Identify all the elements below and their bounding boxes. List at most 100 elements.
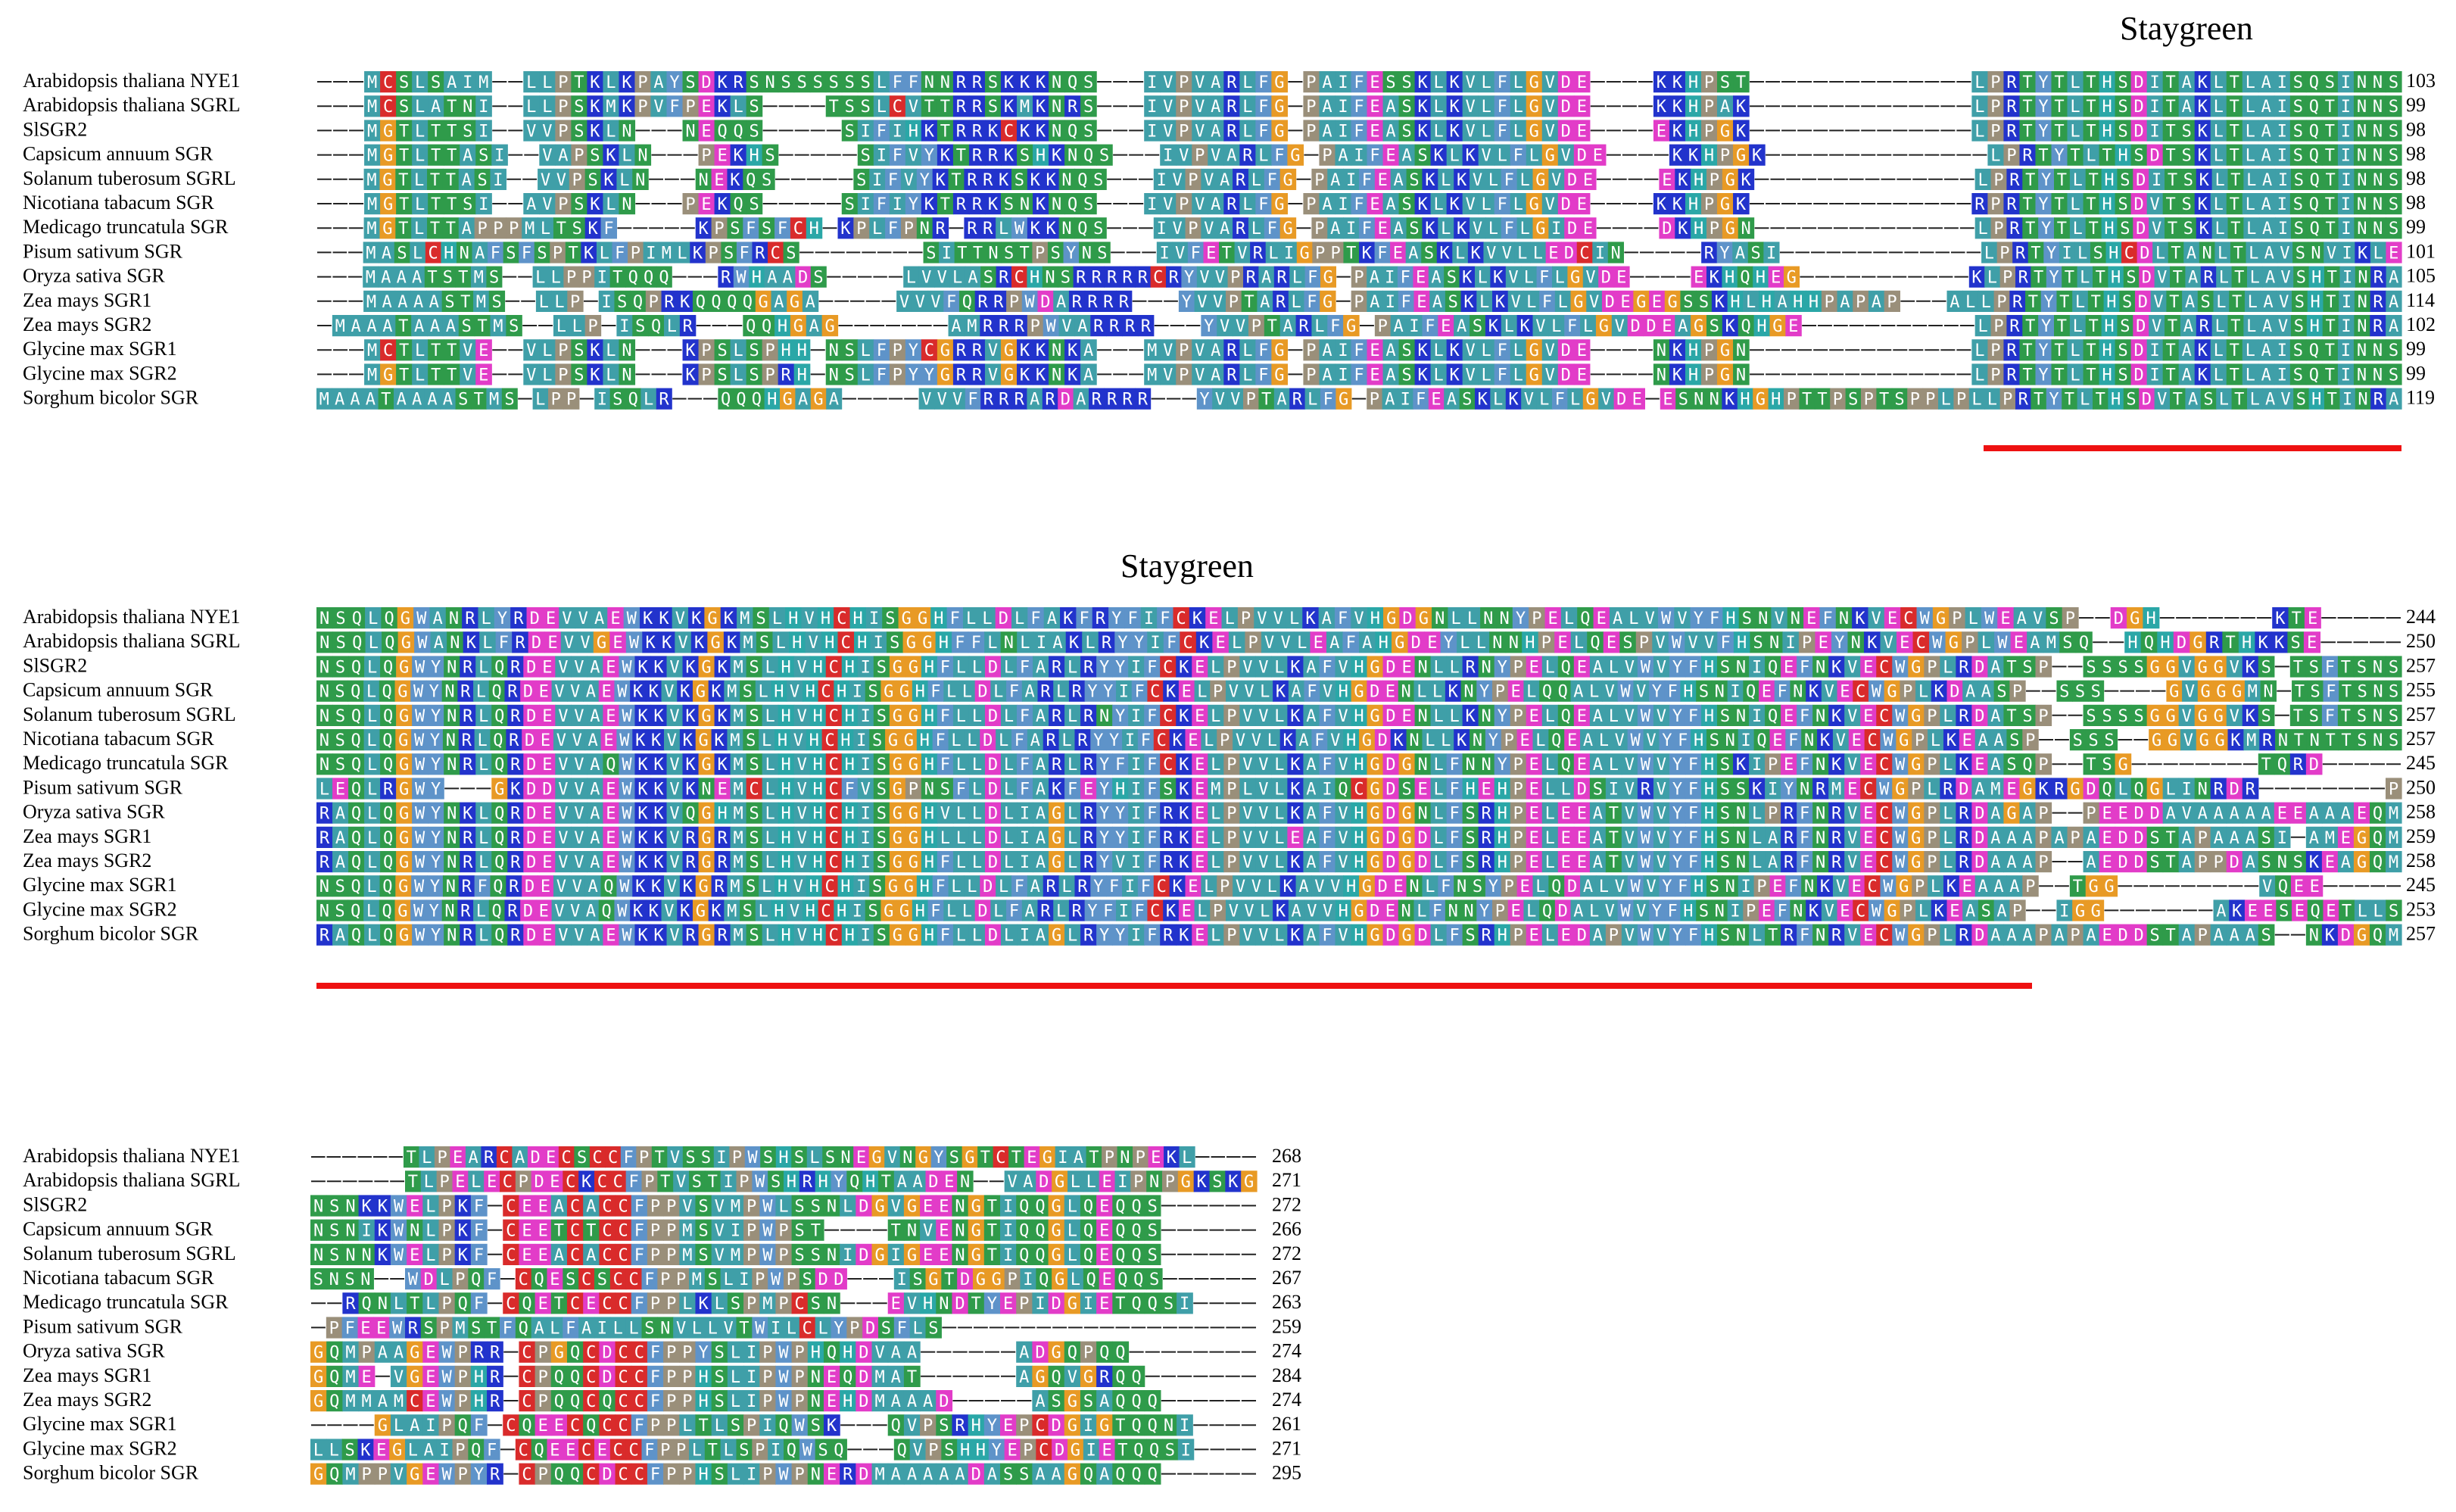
residue-letter: V — [1825, 683, 1834, 702]
residue-letter: S — [2182, 147, 2192, 166]
residue-letter: A — [335, 391, 344, 410]
residue-letter: P — [1188, 171, 1198, 190]
residue-letter: K — [1069, 634, 1080, 653]
residue-cell — [2019, 95, 2037, 117]
residue-letter: L — [1482, 98, 1491, 117]
residue-letter: K — [1678, 171, 1688, 190]
residue-cell — [539, 95, 556, 117]
residue-letter: V — [1237, 244, 1247, 263]
residue-letter: T — [2086, 366, 2096, 385]
residue-letter: L — [2246, 73, 2255, 92]
residue-cell — [2003, 71, 2021, 93]
residue-letter: N — [1500, 609, 1510, 628]
residue-cell — [984, 95, 1002, 117]
residue-letter: G — [1899, 731, 1909, 750]
sequence-end-number: 98 — [2406, 118, 2426, 140]
residue-cell — [650, 95, 668, 117]
residue-letter: S — [574, 98, 584, 117]
residue-letter: P — [1513, 707, 1523, 726]
residue-letter: K — [1020, 341, 1030, 360]
residue-letter: L — [535, 391, 545, 410]
residue-letter: F — [1777, 683, 1787, 702]
residue-letter: S — [2389, 122, 2398, 141]
residue-letter: Y — [1672, 707, 1682, 726]
residue-letter: I — [1346, 220, 1356, 238]
residue-letter: L — [765, 756, 775, 775]
residue-letter: S — [2293, 366, 2303, 385]
residue-letter: L — [367, 756, 377, 775]
residue-letter: K — [1036, 195, 1046, 214]
residue-cell — [1478, 71, 1495, 93]
residue-letter: S — [1401, 122, 1411, 141]
residue-letter: D — [1378, 731, 1388, 750]
residue-letter: L — [1085, 634, 1095, 653]
residue-letter: C — [837, 609, 846, 628]
residue-letter: F — [1346, 634, 1356, 653]
residue-letter: T — [1267, 317, 1277, 336]
residue-letter: V — [1163, 366, 1173, 385]
residue-letter: Q — [2309, 147, 2319, 166]
sequence-end-number: 98 — [2406, 167, 2426, 189]
residue-letter: A — [2188, 269, 2198, 288]
residue-letter: D — [1411, 634, 1421, 653]
residue-letter: K — [1030, 220, 1041, 238]
residue-letter: A — [586, 683, 596, 702]
residue-cell — [2321, 95, 2339, 117]
residue-letter: T — [2234, 269, 2244, 288]
residue-letter: E — [546, 609, 556, 628]
residue-letter: K — [1657, 73, 1667, 92]
residue-letter: H — [1688, 98, 1698, 117]
residue-cell — [1987, 71, 2005, 93]
residue-letter: R — [972, 98, 983, 117]
residue-letter: P — [701, 341, 711, 360]
residue-letter: F — [1015, 731, 1024, 750]
residue-letter: C — [1916, 634, 1926, 653]
residue-letter: S — [2203, 391, 2213, 410]
residue-letter: P — [2038, 658, 2048, 677]
residue-letter: C — [821, 683, 831, 702]
residue-letter: L — [2219, 269, 2229, 288]
residue-letter: K — [2274, 634, 2285, 653]
residue-letter: S — [813, 73, 823, 92]
residue-letter: L — [1968, 609, 1978, 628]
residue-letter: A — [366, 317, 376, 336]
residue-letter: V — [1258, 707, 1268, 726]
residue-letter: F — [1354, 341, 1364, 360]
residue-cell — [380, 120, 397, 142]
residue-letter: D — [1630, 317, 1640, 336]
residue-letter: K — [2198, 122, 2208, 141]
residue-cell — [1510, 71, 1527, 93]
residue-letter: F — [1267, 220, 1277, 238]
residue-cell — [619, 95, 636, 117]
residue-letter: T — [2230, 122, 2239, 141]
residue-letter: D — [1616, 391, 1626, 410]
residue-letter: T — [2325, 122, 2335, 141]
residue-letter: L — [2218, 244, 2227, 263]
residue-letter: I — [463, 73, 472, 92]
residue-letter: I — [1036, 634, 1046, 653]
residue-letter: M — [727, 683, 737, 702]
residue-letter: N — [1758, 609, 1768, 628]
residue-letter: P — [1248, 634, 1258, 653]
residue-letter: A — [2389, 269, 2398, 288]
residue-letter: P — [1314, 220, 1324, 238]
residue-letter: K — [653, 756, 664, 775]
residue-letter: H — [809, 220, 819, 238]
residue-letter: T — [574, 73, 584, 92]
residue-letter: N — [2357, 195, 2367, 214]
residue-letter: S — [868, 683, 877, 702]
residue-letter: F — [1416, 391, 1426, 410]
residue-letter: V — [1172, 220, 1182, 238]
residue-letter: V — [1535, 317, 1545, 336]
residue-letter: C — [1867, 731, 1877, 750]
residue-letter: Q — [1580, 609, 1590, 628]
residue-letter: K — [606, 147, 616, 166]
residue-letter: L — [1450, 658, 1460, 677]
residue-cell — [952, 95, 970, 117]
residue-letter: V — [2152, 220, 2161, 238]
residue-cell — [460, 120, 476, 142]
residue-cell — [682, 95, 700, 117]
residue-letter: L — [1432, 683, 1442, 702]
residue-letter: F — [1354, 122, 1364, 141]
